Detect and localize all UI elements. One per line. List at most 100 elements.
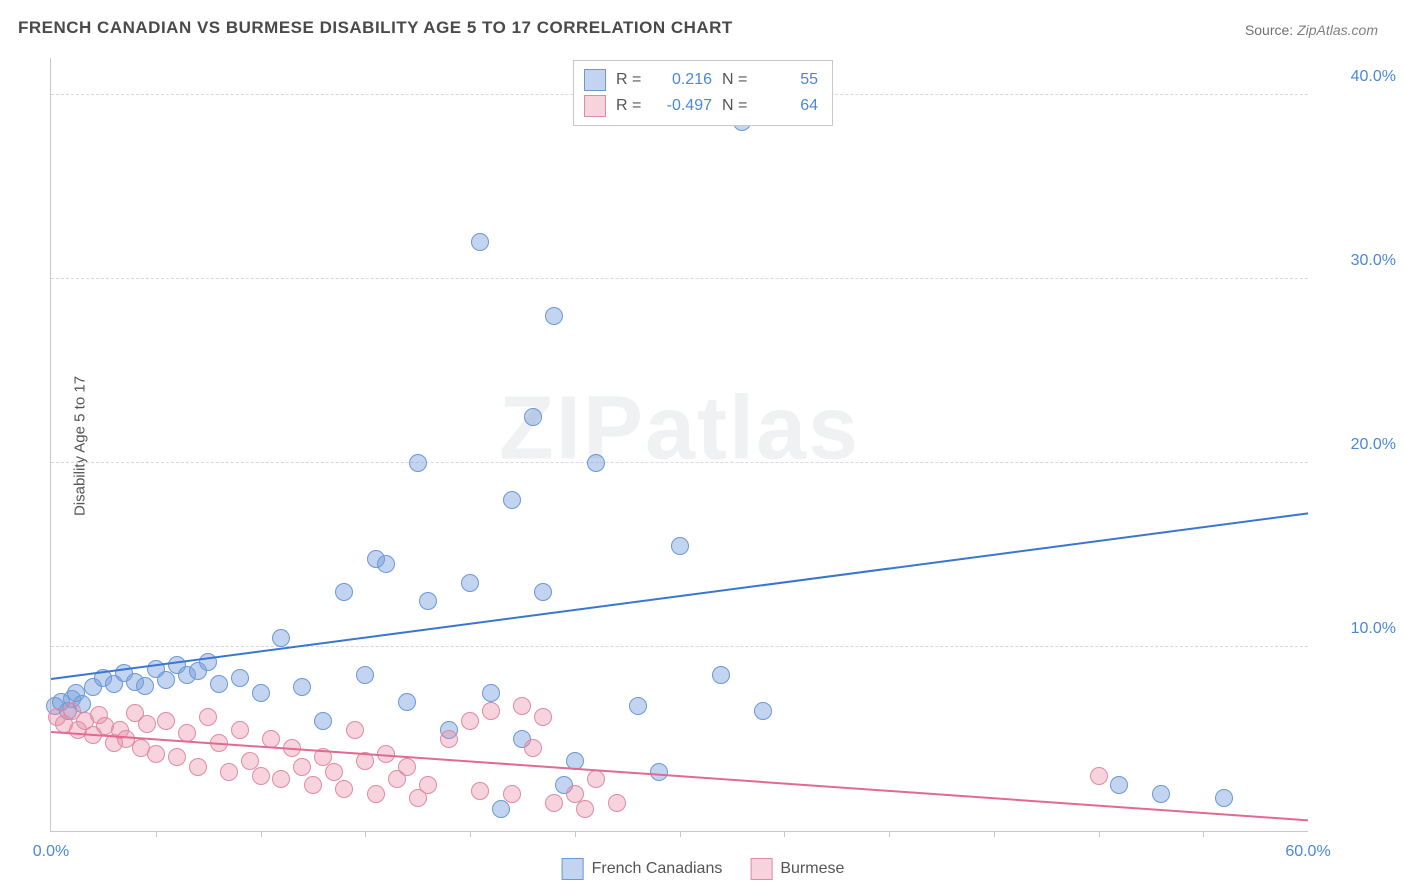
data-point (545, 794, 563, 812)
data-point (398, 758, 416, 776)
data-point (1215, 789, 1233, 807)
data-point (220, 763, 238, 781)
data-point (608, 794, 626, 812)
r-value: -0.497 (654, 97, 712, 115)
data-point (576, 800, 594, 818)
data-point (712, 666, 730, 684)
data-point (461, 712, 479, 730)
data-point (367, 785, 385, 803)
data-point (231, 721, 249, 739)
y-tick-label: 10.0% (1316, 620, 1396, 638)
data-point (231, 669, 249, 687)
data-point (545, 307, 563, 325)
swatch-icon (584, 69, 606, 91)
y-tick-label: 30.0% (1316, 252, 1396, 270)
data-point (356, 666, 374, 684)
data-point (534, 708, 552, 726)
x-tick-label: 0.0% (33, 843, 69, 861)
data-point (482, 702, 500, 720)
data-point (754, 702, 772, 720)
data-point (272, 629, 290, 647)
data-point (419, 592, 437, 610)
source-value: ZipAtlas.com (1297, 22, 1378, 38)
data-point (1110, 776, 1128, 794)
data-point (409, 454, 427, 472)
r-value: 0.216 (654, 71, 712, 89)
data-point (503, 785, 521, 803)
data-point (168, 748, 186, 766)
x-tick (575, 831, 576, 837)
correlation-legend: R = 0.216 N = 55R = -0.497 N = 64 (573, 60, 833, 126)
data-point (482, 684, 500, 702)
data-point (671, 537, 689, 555)
data-point (346, 721, 364, 739)
source-attribution: Source: ZipAtlas.com (1245, 22, 1378, 38)
legend-label: French Canadians (592, 860, 723, 878)
data-point (335, 583, 353, 601)
data-point (314, 712, 332, 730)
x-tick (994, 831, 995, 837)
data-point (377, 555, 395, 573)
gridline (51, 462, 1308, 463)
data-point (157, 712, 175, 730)
watermark: ZIPatlas (499, 378, 860, 481)
x-tick (365, 831, 366, 837)
data-point (419, 776, 437, 794)
swatch-icon (584, 95, 606, 117)
watermark-atlas: atlas (645, 379, 860, 479)
x-tick (1099, 831, 1100, 837)
data-point (1090, 767, 1108, 785)
n-value: 64 (760, 97, 818, 115)
legend-item-burmese: Burmese (750, 858, 844, 880)
data-point (513, 697, 531, 715)
data-point (293, 678, 311, 696)
x-tick (470, 831, 471, 837)
data-point (138, 715, 156, 733)
x-tick (156, 831, 157, 837)
x-tick (1203, 831, 1204, 837)
data-point (136, 677, 154, 695)
source-label: Source: (1245, 22, 1297, 38)
n-value: 55 (760, 71, 818, 89)
legend-row: R = 0.216 N = 55 (584, 67, 818, 93)
data-point (272, 770, 290, 788)
x-tick-label: 60.0% (1285, 843, 1330, 861)
data-point (252, 684, 270, 702)
data-point (398, 693, 416, 711)
x-tick (889, 831, 890, 837)
watermark-zip: ZIP (499, 379, 645, 479)
y-tick-label: 40.0% (1316, 68, 1396, 86)
data-point (471, 782, 489, 800)
data-point (210, 675, 228, 693)
gridline (51, 646, 1308, 647)
swatch-icon (562, 858, 584, 880)
data-point (304, 776, 322, 794)
data-point (252, 767, 270, 785)
n-label: N = (722, 71, 750, 89)
data-point (325, 763, 343, 781)
chart-plot-area: ZIPatlas 10.0%20.0%30.0%40.0%0.0%60.0% (50, 58, 1308, 832)
legend-item-french-canadians: French Canadians (562, 858, 723, 880)
data-point (471, 233, 489, 251)
data-point (524, 408, 542, 426)
data-point (293, 758, 311, 776)
x-tick (784, 831, 785, 837)
series-legend: French Canadians Burmese (562, 858, 845, 880)
data-point (147, 745, 165, 763)
data-point (534, 583, 552, 601)
data-point (503, 491, 521, 509)
data-point (440, 730, 458, 748)
swatch-icon (750, 858, 772, 880)
r-label: R = (616, 71, 644, 89)
legend-label: Burmese (780, 860, 844, 878)
x-tick (261, 831, 262, 837)
n-label: N = (722, 97, 750, 115)
gridline (51, 278, 1308, 279)
y-tick-label: 20.0% (1316, 436, 1396, 454)
data-point (189, 758, 207, 776)
data-point (650, 763, 668, 781)
data-point (461, 574, 479, 592)
chart-title: FRENCH CANADIAN VS BURMESE DISABILITY AG… (18, 18, 733, 38)
legend-row: R =-0.497N =64 (584, 93, 818, 119)
data-point (524, 739, 542, 757)
